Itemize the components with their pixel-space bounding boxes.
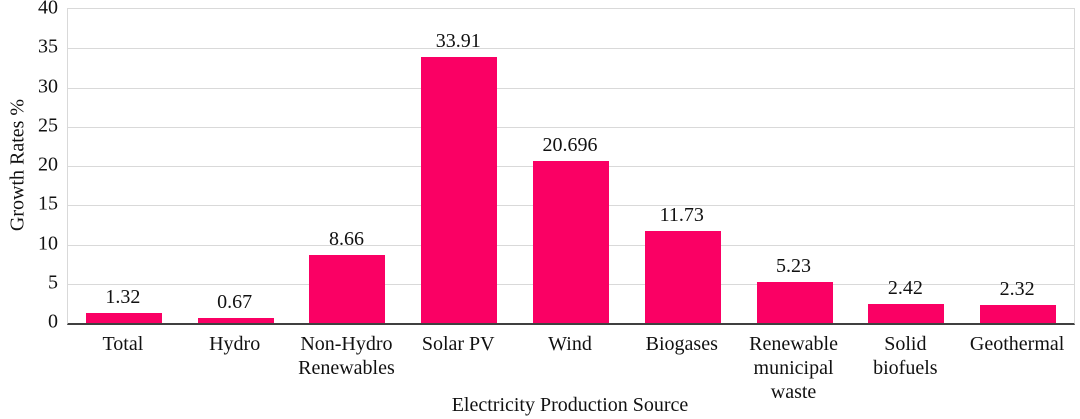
category-label: Solar PV bbox=[421, 333, 495, 355]
bar-value-label: 2.42 bbox=[887, 277, 923, 299]
y-tick-label: 25 bbox=[38, 114, 58, 137]
bar-value-label: 1.32 bbox=[105, 285, 141, 308]
y-tick-label: 15 bbox=[38, 192, 58, 215]
gridline bbox=[68, 87, 1074, 89]
bar bbox=[868, 304, 945, 323]
y-tick-label: 40 bbox=[38, 0, 58, 19]
x-axis-title: Electricity Production Source bbox=[451, 394, 689, 416]
category-label: Geothermal bbox=[969, 333, 1065, 355]
y-tick-label: 10 bbox=[38, 232, 58, 254]
plot-area bbox=[67, 8, 1075, 325]
bar bbox=[309, 255, 386, 323]
category-label: Renewable municipal waste bbox=[749, 333, 838, 403]
gridline bbox=[68, 126, 1074, 128]
bar bbox=[756, 281, 833, 323]
bar-value-label: 33.91 bbox=[435, 29, 481, 52]
y-tick-label: 35 bbox=[38, 35, 58, 58]
bar-value-label: 0.67 bbox=[217, 290, 253, 313]
gridline bbox=[68, 48, 1074, 50]
y-tick-label: 0 bbox=[48, 310, 58, 333]
category-label: Non-Hydro Renewables bbox=[298, 333, 395, 379]
bar-value-label: 20.696 bbox=[542, 133, 598, 156]
y-tick-label: 30 bbox=[38, 75, 58, 97]
bar-value-label: 8.66 bbox=[328, 228, 364, 251]
category-label: Solid biofuels bbox=[873, 333, 938, 379]
category-label: Wind bbox=[548, 333, 592, 355]
y-tick-label: 20 bbox=[38, 153, 58, 176]
bar-value-label: 2.32 bbox=[999, 277, 1035, 300]
bar bbox=[85, 312, 162, 323]
bar bbox=[980, 304, 1057, 323]
y-tick-label: 5 bbox=[48, 271, 58, 294]
bar bbox=[644, 230, 721, 323]
bar bbox=[533, 160, 609, 323]
bar bbox=[197, 317, 274, 323]
bar-value-label: 5.23 bbox=[776, 254, 812, 277]
y-axis-title: Growth Rates % bbox=[6, 98, 29, 232]
category-label: Biogases bbox=[645, 333, 718, 355]
category-label: Hydro bbox=[209, 333, 261, 355]
category-label: Total bbox=[102, 333, 144, 355]
bar bbox=[421, 56, 498, 323]
bar-value-label: 11.73 bbox=[659, 203, 704, 226]
